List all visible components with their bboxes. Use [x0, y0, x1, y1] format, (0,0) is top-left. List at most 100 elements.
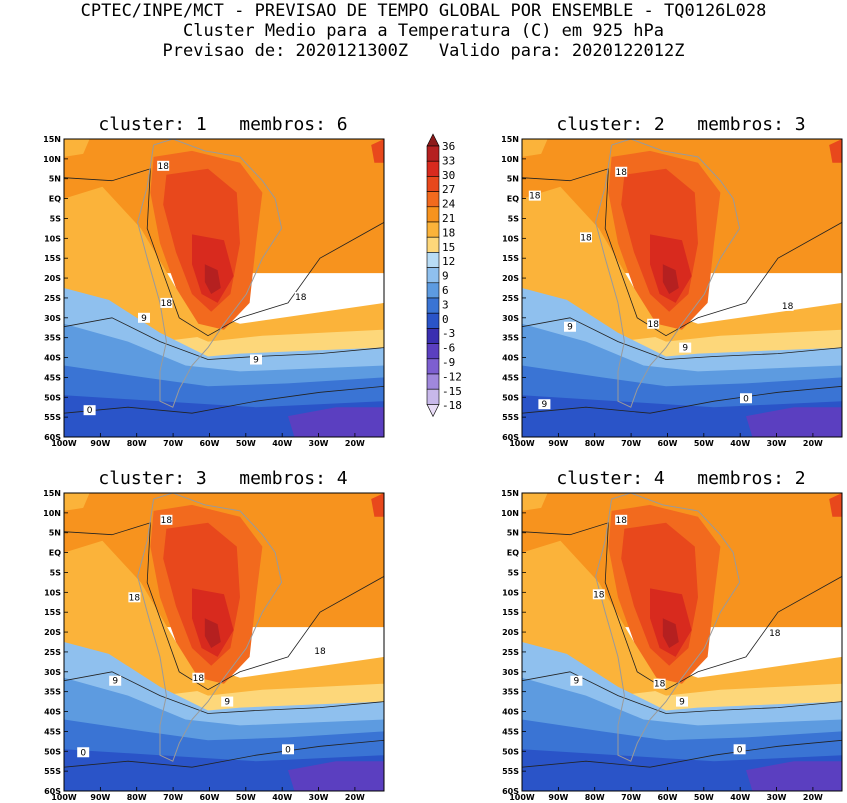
lon-label: 40W	[730, 793, 750, 802]
contour-label: 9	[682, 344, 688, 354]
colorbar-label: 18	[442, 226, 455, 239]
lat-label: 40S	[502, 354, 519, 363]
colorbar-swatch	[426, 206, 440, 223]
contour-label: 18	[615, 168, 627, 178]
panel-frame	[63, 492, 385, 792]
contour-label: 0	[80, 748, 86, 758]
lat-label: 10S	[44, 588, 61, 597]
colorbar-swatch	[426, 221, 440, 238]
lat-label: 55S	[44, 413, 61, 422]
lat-label: 10N	[43, 155, 61, 164]
lon-label: 40W	[730, 439, 750, 448]
lon-label: 100W	[51, 793, 77, 802]
colorbar-swatch	[426, 160, 440, 177]
colorbar-swatch	[426, 282, 440, 299]
lat-label: 50S	[44, 747, 61, 756]
lat-label: 45S	[44, 727, 61, 736]
temp-band-nw	[522, 139, 548, 157]
contour-18	[522, 522, 842, 691]
colorbar-label: 27	[442, 183, 455, 196]
colorbar-label: -15	[442, 385, 462, 398]
lon-label: 20W	[803, 439, 823, 448]
colorbar-label: 24	[442, 198, 456, 211]
temp-band-purple	[288, 407, 384, 437]
contour-label: 18	[161, 516, 173, 526]
contour-label: 9	[679, 698, 685, 708]
lat-label: 15N	[501, 489, 519, 498]
lat-label: 15S	[502, 608, 519, 617]
lat-label: 20S	[44, 628, 61, 637]
lat-label: 55S	[44, 767, 61, 776]
lon-label: 50W	[236, 439, 256, 448]
lat-label: EQ	[49, 195, 61, 204]
contour-label: 9	[112, 677, 118, 687]
lat-label: 25S	[502, 648, 519, 657]
lat-label: 30S	[44, 314, 61, 323]
forecast-dates: Previsao de: 2020121300Z Valido para: 20…	[162, 41, 685, 61]
colorbar-arrow-top	[426, 133, 440, 147]
panel-title-3: cluster: 3 membros: 4	[98, 468, 348, 489]
lat-label: 25S	[502, 294, 519, 303]
lat-label: 45S	[502, 373, 519, 382]
panel-title-1: cluster: 1 membros: 6	[98, 114, 348, 135]
lon-label: 90W	[548, 793, 568, 802]
temp-band-purple	[746, 761, 842, 791]
lon-label: 80W	[585, 793, 605, 802]
colorbar-arrow-bottom	[426, 404, 440, 418]
contour-label: 0	[737, 745, 743, 755]
lat-label: 5S	[50, 568, 62, 577]
colorbar-swatch	[426, 145, 440, 162]
lon-label: 90W	[548, 439, 568, 448]
lon-label: 60W	[199, 793, 219, 802]
contour-label: 18	[593, 590, 605, 600]
temp-core-33	[662, 264, 679, 294]
contour-label: 9	[567, 323, 573, 333]
lat-label: 10S	[502, 588, 519, 597]
lat-label: 15S	[502, 254, 519, 263]
lat-label: 20S	[502, 628, 519, 637]
lat-label: 15N	[43, 489, 61, 498]
lon-label: 100W	[509, 793, 535, 802]
lon-label: 30W	[309, 439, 329, 448]
contour-label: 18	[193, 674, 205, 684]
colorbar-label: 30	[442, 169, 455, 182]
lat-label: 10S	[44, 234, 61, 243]
lat-label: EQ	[507, 195, 519, 204]
temp-hot-ne	[371, 139, 384, 163]
contour-0	[522, 739, 842, 768]
lat-label: 35S	[44, 688, 61, 697]
contour-0	[522, 385, 842, 414]
lat-label: 15N	[43, 135, 61, 144]
lon-label: 50W	[694, 793, 714, 802]
lat-label: EQ	[49, 549, 61, 558]
colorbar-label: -6	[442, 342, 455, 355]
lon-label: 30W	[767, 439, 787, 448]
temp-hot-ne	[829, 139, 842, 163]
lat-label: 50S	[44, 393, 61, 402]
colorbar-swatch	[426, 191, 440, 208]
colorbar-swatch	[426, 176, 440, 192]
lat-label: 20S	[502, 274, 519, 283]
contour-label: 18	[161, 299, 173, 309]
lon-label: 30W	[767, 793, 787, 802]
contour-18	[522, 168, 842, 337]
lon-label: 100W	[509, 439, 535, 448]
temp-band-purple	[746, 407, 842, 437]
colorbar-label: 36	[442, 140, 455, 153]
map-panel-2: 15N 10N 5N EQ 5S 10S 15S 20S 25S 30S 35S 40S 45S 50S 5…	[501, 135, 843, 448]
contour-label: 18	[782, 302, 794, 312]
lat-label: 10N	[501, 155, 519, 164]
contour-18	[64, 522, 384, 691]
contour-9	[64, 317, 384, 360]
colorbar-label: 12	[442, 255, 455, 268]
colorbar-label: 33	[442, 154, 455, 167]
lat-label: 40S	[502, 708, 519, 717]
panel-frame	[521, 492, 843, 792]
lat-label: 5N	[49, 529, 61, 538]
contour-label: 18	[129, 593, 141, 603]
contour-9	[522, 671, 842, 714]
south-america-coastline	[595, 493, 741, 762]
colorbar-label: 21	[442, 212, 455, 225]
lat-label: 15N	[501, 135, 519, 144]
